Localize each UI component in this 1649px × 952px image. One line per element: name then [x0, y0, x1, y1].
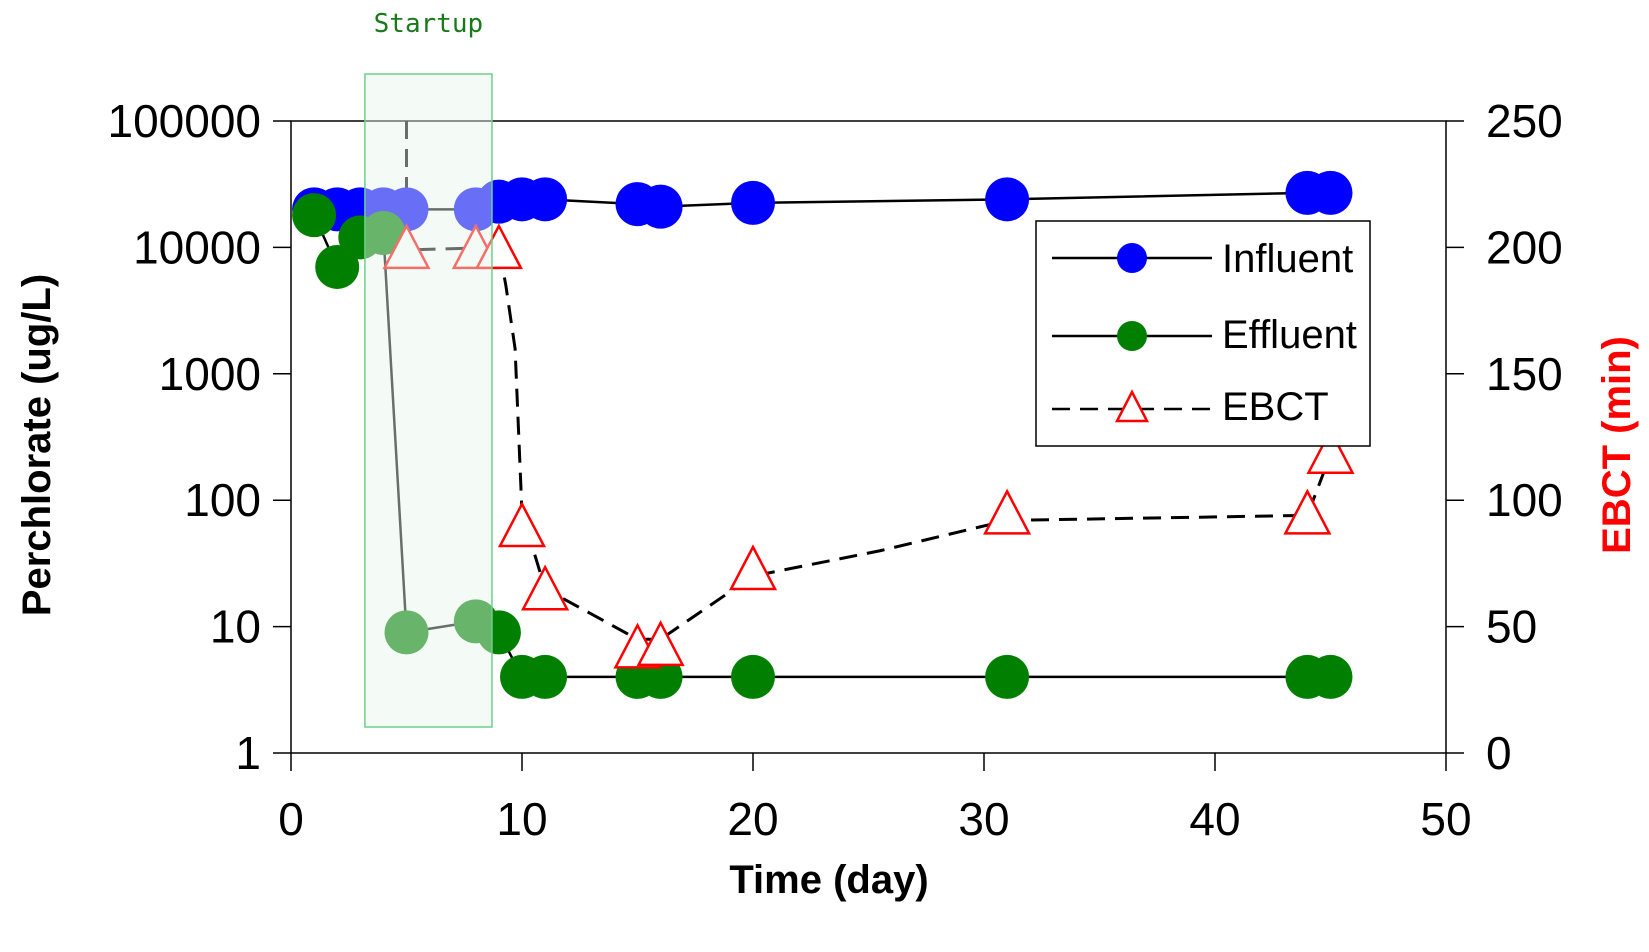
- left-y-tick-label: 1: [235, 727, 261, 779]
- influent-point: [1308, 170, 1353, 215]
- influent-point: [985, 177, 1030, 222]
- legend: Influent Effluent EBCT: [1035, 220, 1371, 447]
- x-tick-label: 10: [496, 793, 547, 845]
- startup-band: [364, 73, 493, 728]
- right-y-axis-title: EBCT (min): [1595, 336, 1639, 554]
- right-y-tick-label: 200: [1486, 221, 1563, 273]
- right-y-tick-label: 50: [1486, 601, 1537, 653]
- legend-label-effluent: Effluent: [1222, 313, 1357, 357]
- legend-item-effluent: Effluent: [1052, 313, 1357, 357]
- effluent-point: [1308, 654, 1353, 699]
- x-tick-label: 40: [1189, 793, 1240, 845]
- left-y-axis-title: Perchlorate (ug/L): [15, 274, 59, 616]
- right-y-tick-label: 150: [1486, 348, 1563, 400]
- x-tick-label: 30: [958, 793, 1009, 845]
- legend-marker-effluent: [1117, 321, 1147, 351]
- ebct-point: [521, 564, 570, 611]
- legend-item-ebct: EBCT: [1052, 385, 1329, 429]
- ebct-point: [382, 223, 431, 270]
- left-y-axis-ticks: 1 10 100 1000 10000 100000: [108, 95, 291, 779]
- effluent-point: [523, 654, 568, 699]
- left-y-tick-label: 10000: [133, 221, 261, 273]
- effluent-point: [476, 610, 521, 655]
- ebct-point: [728, 544, 778, 591]
- x-tick-label: 50: [1420, 793, 1471, 845]
- left-y-tick-label: 100: [184, 474, 261, 526]
- right-y-tick-label: 0: [1486, 727, 1512, 779]
- axes: [290, 120, 1447, 754]
- legend-label-influent: Influent: [1222, 237, 1353, 281]
- legend-item-influent: Influent: [1052, 237, 1353, 281]
- legend-marker-influent: [1117, 243, 1147, 273]
- right-y-tick-label: 250: [1486, 95, 1563, 147]
- x-tick-label: 0: [278, 793, 304, 845]
- ebct-point: [474, 223, 523, 270]
- effluent-point: [292, 193, 337, 238]
- effluent-point: [361, 210, 406, 255]
- effluent-point: [315, 244, 360, 289]
- startup-label: Startup: [374, 9, 484, 39]
- x-tick-label: 20: [727, 793, 778, 845]
- left-y-tick-label: 100000: [108, 95, 262, 147]
- effluent-point: [985, 654, 1030, 699]
- x-axis-title: Time (day): [729, 858, 928, 902]
- right-y-axis-ticks: 0 50 100 150 200 250: [1446, 95, 1563, 779]
- influent-point: [523, 177, 568, 222]
- effluent-point: [731, 654, 775, 699]
- ebct-point: [1283, 488, 1332, 535]
- plot-frame: [290, 120, 1447, 754]
- x-axis-ticks: 0 10 20 30 40 50: [278, 753, 1472, 845]
- left-y-tick-label: 10: [210, 601, 261, 653]
- right-y-tick-label: 100: [1486, 474, 1563, 526]
- left-y-tick-label: 1000: [159, 348, 261, 400]
- ebct-point: [983, 488, 1032, 535]
- ebct-point: [636, 620, 685, 667]
- effluent-point: [384, 610, 429, 655]
- legend-label-ebct: EBCT: [1222, 385, 1329, 429]
- legend-marker-ebct: [1114, 389, 1150, 423]
- influent-point: [731, 180, 775, 225]
- plot-series: [292, 121, 1355, 699]
- influent-point: [638, 184, 683, 229]
- ebct-point: [1306, 428, 1355, 474]
- ebct-point: [497, 501, 547, 548]
